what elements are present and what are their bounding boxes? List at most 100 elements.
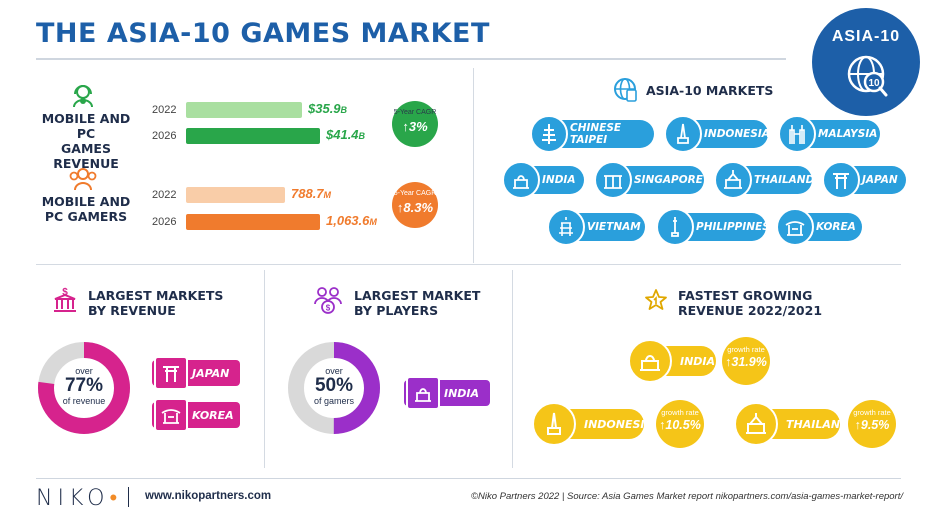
monument-column-icon xyxy=(656,208,694,246)
revenue-donut-pct: 77% xyxy=(64,375,104,396)
palace-icon xyxy=(776,208,814,246)
growth-country-indonesia: INDONESIA xyxy=(584,417,654,431)
title-underline xyxy=(36,58,786,60)
footer-url-link[interactable]: www.nikopartners.com xyxy=(145,490,272,502)
market-pill-philippines: PHILIPPINES xyxy=(656,208,770,246)
revenue-year-2026: 2026 xyxy=(152,130,177,142)
market-label-vietnam: VIETNAM xyxy=(587,221,641,233)
growth-rate-thailand: growth rate ↑9.5% xyxy=(848,400,896,448)
largest-players-heading: LARGEST MARKET BY PLAYERS xyxy=(354,288,480,318)
market-pill-thailand: THAILAND xyxy=(714,161,814,199)
monument-icon xyxy=(532,402,576,446)
gamers-cagr-value: ↑8.3% xyxy=(396,200,434,215)
market-pill-malaysia: MALAYSIA xyxy=(778,115,880,153)
footer-separator xyxy=(128,487,129,507)
gamers-cagr-label: 5-Year CAGR xyxy=(393,190,437,197)
revenue-tag-japan: JAPAN xyxy=(152,356,240,390)
gamers-group-icon xyxy=(69,168,97,191)
gamers-label-line1: MOBILE AND xyxy=(41,194,131,209)
market-pill-japan: JAPAN xyxy=(822,161,906,199)
growth-rate-india-value: ↑31.9% xyxy=(725,355,767,369)
revenue-tag-korea-label: KOREA xyxy=(192,408,234,422)
growth-country-india: INDIA xyxy=(680,354,716,368)
revenue-label: MOBILE AND PC GAMES REVENUE xyxy=(36,111,136,171)
market-label-chinese-taipei: CHINESE TAIPEI xyxy=(570,122,622,146)
gamers-bar-2022 xyxy=(186,187,285,203)
players-share-arc xyxy=(288,342,380,434)
players-donut-over: over xyxy=(325,366,343,376)
globe-icon: 10 xyxy=(847,55,888,97)
growth-pill-thailand: THAILAND xyxy=(734,402,849,446)
growth-pill-indonesia: INDONESIA xyxy=(532,402,653,446)
revenue-value-2022-unit: B xyxy=(340,105,348,115)
badge-globe-number: 10 xyxy=(868,78,880,89)
niko-logo-text: NIKO xyxy=(36,486,110,511)
monument-icon xyxy=(664,115,702,153)
growth-rate-india-label: growth rate xyxy=(727,345,765,354)
market-pill-vietnam: VIETNAM xyxy=(547,208,645,246)
marina-bay-icon xyxy=(594,161,632,199)
revenue-value-2022-number: $35.9 xyxy=(308,101,341,116)
largest-revenue-heading-line2: BY REVENUE xyxy=(88,303,176,318)
revenue-value-2026: $41.4B xyxy=(326,127,365,142)
market-pill-chinese-taipei: CHINESE TAIPEI xyxy=(530,115,654,153)
revenue-value-2022: $35.9B xyxy=(308,101,347,116)
taipei-tower-icon xyxy=(530,115,568,153)
fastest-growing-heading: FASTEST GROWING REVENUE 2022/2021 xyxy=(678,288,822,318)
gamers-value-2022-number: 788.7 xyxy=(291,186,324,201)
largest-revenue-heading-line1: LARGEST MARKETS xyxy=(88,288,224,303)
divider-bottom-1 xyxy=(264,270,265,468)
market-label-korea: KOREA xyxy=(816,221,856,233)
torii-gate-icon xyxy=(154,356,188,390)
growth-country-thailand: THAILAND xyxy=(786,417,850,431)
temple-icon xyxy=(714,161,752,199)
growth-rate-indonesia-value: ↑10.5% xyxy=(659,418,701,432)
market-label-singapore: SINGAPORE xyxy=(634,174,703,186)
revenue-donut-sub: of revenue xyxy=(62,396,106,406)
growth-rate-indonesia: growth rate ↑10.5% xyxy=(656,400,704,448)
revenue-tag-japan-label: JAPAN xyxy=(192,366,230,380)
growth-rate-india: growth rate ↑31.9% xyxy=(722,337,770,385)
logo-dot-icon: • xyxy=(109,486,123,511)
revenue-bar-2022 xyxy=(186,102,302,118)
market-pill-korea: KOREA xyxy=(776,208,862,246)
revenue-value-2026-unit: B xyxy=(358,131,366,141)
revenue-bar-2026 xyxy=(186,128,320,144)
revenue-share-donut xyxy=(38,342,130,434)
divider-bottom-2 xyxy=(512,270,513,468)
fastest-growing-heading-line1: FASTEST GROWING xyxy=(678,288,813,303)
torii-gate-icon xyxy=(822,161,860,199)
largest-players-heading-line1: LARGEST MARKET xyxy=(354,288,481,303)
temple-icon xyxy=(734,402,778,446)
taj-mahal-icon xyxy=(628,339,672,383)
players-donut-sub: of gamers xyxy=(313,396,355,406)
gamers-cagr-circle: 5-Year CAGR ↑8.3% xyxy=(392,182,438,228)
gamers-label: MOBILE AND PC GAMERS xyxy=(36,194,136,224)
gamer-headset-icon xyxy=(73,85,93,108)
revenue-label-line1: MOBILE AND PC xyxy=(41,111,131,141)
gamers-value-2026-number: 1,063.6 xyxy=(326,213,370,228)
svg-text:$: $ xyxy=(62,287,68,298)
largest-revenue-heading: LARGEST MARKETS BY REVENUE xyxy=(88,288,223,318)
revenue-cagr-circle: 5-Year CAGR ↑3% xyxy=(392,101,438,147)
revenue-tag-korea: KOREA xyxy=(152,398,240,432)
gamers-year-2022: 2022 xyxy=(152,189,177,201)
growth-rate-thailand-value: ↑9.5% xyxy=(854,418,890,432)
players-tag-india-label: INDIA xyxy=(444,386,480,400)
gamers-year-2026: 2026 xyxy=(152,216,177,228)
gamers-label-line2: PC GAMERS xyxy=(44,209,128,224)
players-tag-india: INDIA xyxy=(404,376,490,410)
market-pill-singapore: SINGAPORE xyxy=(594,161,704,199)
market-pill-india: INDIA xyxy=(502,161,584,199)
players-donut-text: over 50% of gamers xyxy=(286,366,382,406)
gamers-value-2022: 788.7M xyxy=(291,186,331,201)
gamers-value-2022-unit: M xyxy=(323,190,332,200)
fastest-growing-heading-line2: REVENUE 2022/2021 xyxy=(678,303,823,318)
footer-rule xyxy=(36,478,901,479)
asia10-badge: ASIA-10 10 xyxy=(812,8,920,116)
twin-towers-icon xyxy=(778,115,816,153)
largest-players-heading-line2: BY PLAYERS xyxy=(354,303,439,318)
divider-middle xyxy=(36,264,901,265)
market-label-philippines: PHILIPPINES xyxy=(696,221,770,233)
market-label-india: INDIA xyxy=(542,174,576,186)
